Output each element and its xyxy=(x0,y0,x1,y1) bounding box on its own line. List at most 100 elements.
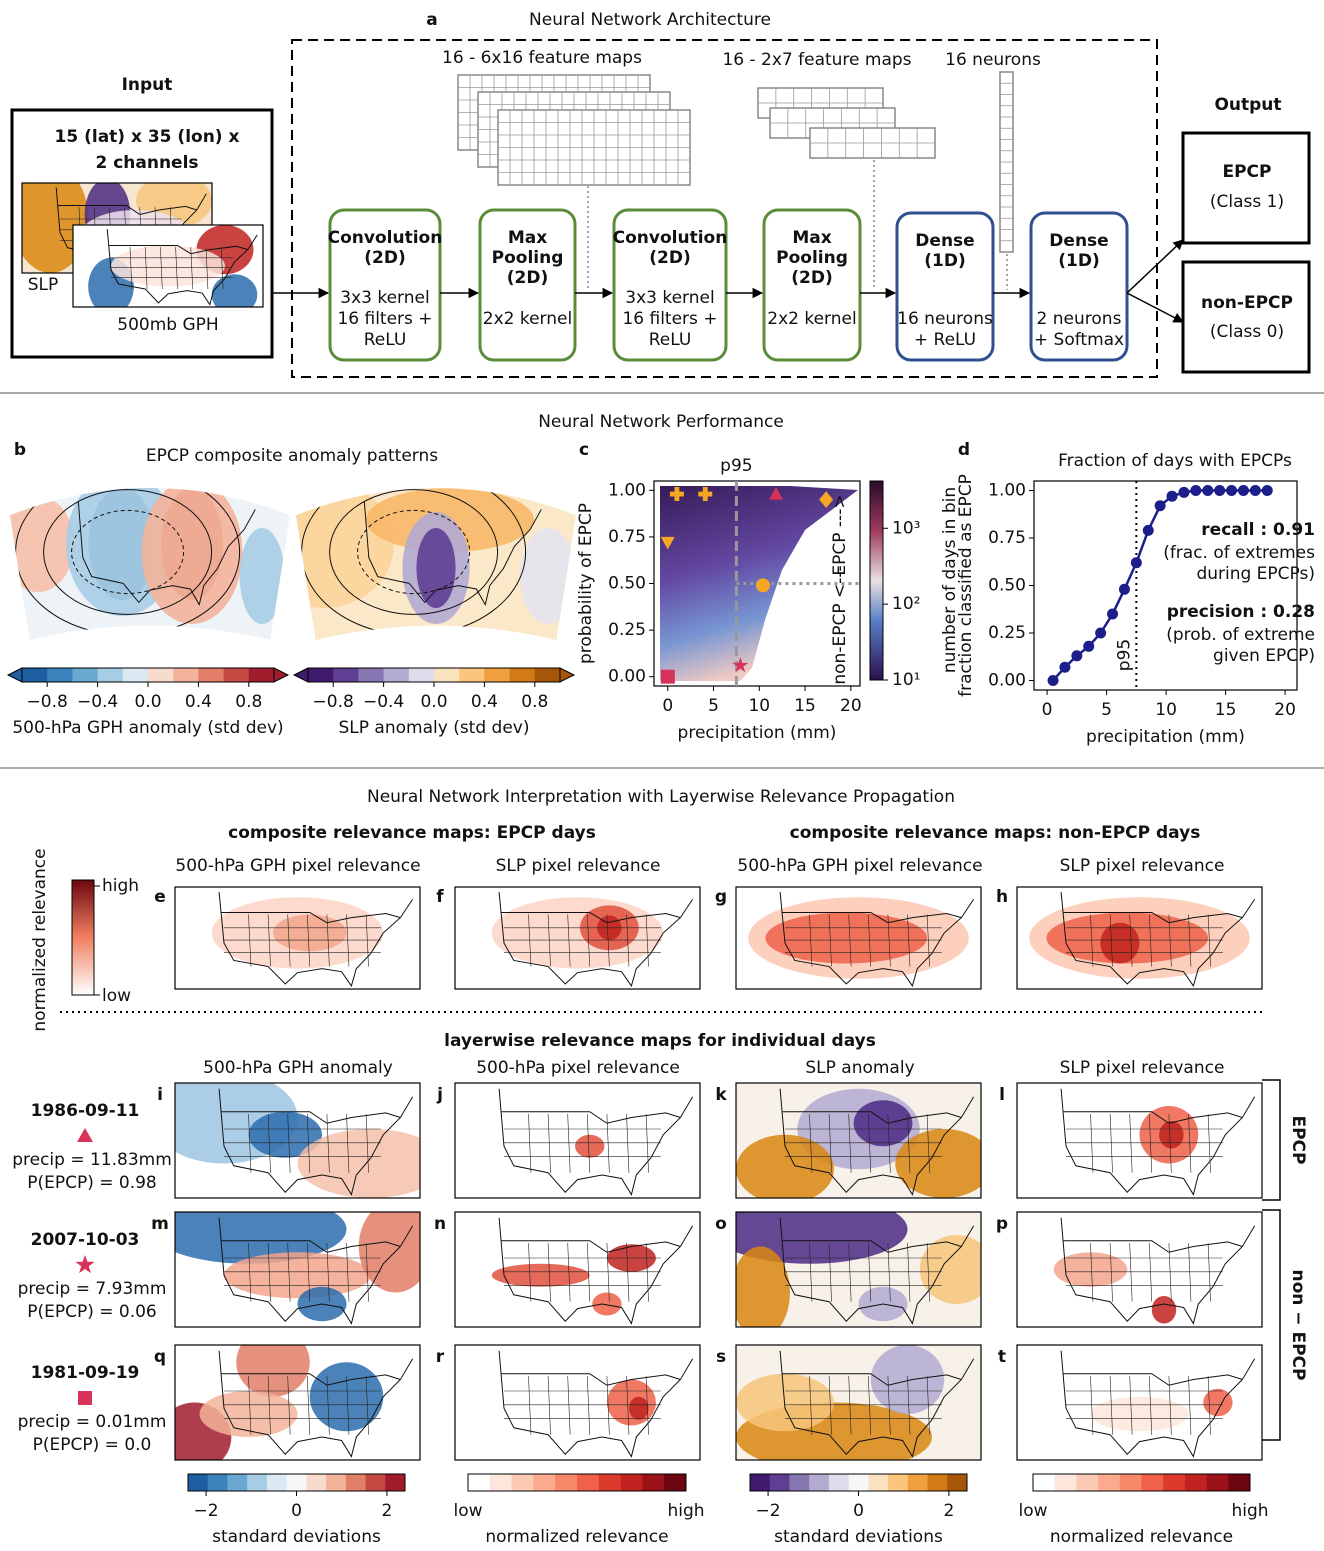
colorbar-segment xyxy=(247,1474,268,1491)
state-line xyxy=(528,1114,532,1173)
label: non-EPCP xyxy=(1201,293,1293,313)
state-line xyxy=(248,1243,252,1302)
point xyxy=(1237,485,1249,496)
map xyxy=(1017,1083,1262,1198)
y-tick-label: 0.00 xyxy=(608,667,646,687)
state-line xyxy=(926,1376,930,1435)
tick-label: 0.0 xyxy=(420,692,447,712)
x-tick-label: 20 xyxy=(1274,700,1296,720)
annotation: (frac. of extremes xyxy=(1163,543,1315,563)
layer-box xyxy=(612,208,728,362)
panel-letter: t xyxy=(998,1347,1006,1367)
group-bracket xyxy=(1262,1079,1281,1201)
colorbar-segment xyxy=(22,668,48,682)
state-line xyxy=(567,914,571,967)
state-line xyxy=(287,1376,291,1435)
state-line xyxy=(1090,1243,1094,1302)
colorbar-segment xyxy=(286,1474,307,1491)
map xyxy=(175,1345,420,1460)
coastline xyxy=(1060,892,1256,988)
colorbar-extend xyxy=(6,667,23,683)
state-line xyxy=(528,914,532,967)
panel-letter: f xyxy=(436,887,444,907)
state-line xyxy=(907,1243,911,1302)
panel-letter: b xyxy=(14,440,26,460)
map-field xyxy=(1100,922,1140,964)
legend-title: normalized relevance xyxy=(30,848,50,1031)
label: EPCP xyxy=(1288,1115,1308,1164)
axis-label: standard deviations xyxy=(774,1527,943,1547)
label: 16 filters + xyxy=(622,309,717,329)
label: low xyxy=(102,986,131,1006)
panel-letter: c xyxy=(579,440,589,460)
label: precip = 11.83mm xyxy=(12,1150,172,1170)
x-tick-label: 10 xyxy=(1155,700,1177,720)
map-field xyxy=(248,1111,322,1158)
state-line xyxy=(267,1243,271,1302)
panel-letter: d xyxy=(958,440,970,460)
label: Pooling xyxy=(492,248,564,268)
state-line xyxy=(1109,914,1113,967)
map-field xyxy=(10,496,75,592)
coastline xyxy=(498,1088,694,1196)
map-field xyxy=(358,1212,420,1293)
state-line xyxy=(547,914,551,967)
colorbar-segment xyxy=(345,1474,366,1491)
state-line xyxy=(129,247,133,289)
state-line xyxy=(287,914,291,967)
state-line xyxy=(587,1243,591,1302)
map-field xyxy=(853,1100,913,1147)
map-frame xyxy=(1016,1082,1263,1199)
label: Dense xyxy=(1049,231,1108,251)
border xyxy=(1063,1373,1243,1386)
state-line xyxy=(645,1243,649,1302)
coastline xyxy=(1060,1088,1256,1196)
state-line xyxy=(1109,1376,1113,1435)
label: EPCP composite anomaly patterns xyxy=(146,446,438,466)
y-tick-label: 0.00 xyxy=(988,671,1026,691)
map-frame xyxy=(454,886,701,990)
state-line xyxy=(809,1376,813,1435)
map-frame xyxy=(174,886,421,990)
state-line xyxy=(1207,1114,1211,1173)
colorbar-segment xyxy=(306,1474,327,1491)
legend-bar xyxy=(71,879,95,996)
coastline xyxy=(218,892,414,988)
state-line xyxy=(828,914,832,967)
map xyxy=(455,1212,700,1327)
colorbar-segment xyxy=(1141,1474,1164,1491)
border xyxy=(109,245,248,255)
point xyxy=(1047,675,1059,686)
panel-letter: h xyxy=(996,887,1008,907)
tick-label: 0.8 xyxy=(235,692,262,712)
coastline xyxy=(1060,1350,1256,1458)
x-tick-label: 0 xyxy=(1042,700,1053,720)
tick-label: high xyxy=(667,1501,704,1521)
border xyxy=(782,1373,962,1386)
row-marker xyxy=(75,1255,95,1274)
highlight-point xyxy=(669,487,684,502)
label: SLP pixel relevance xyxy=(1060,856,1225,876)
state-line xyxy=(1188,1243,1192,1302)
state-line xyxy=(346,914,350,967)
state-line xyxy=(365,1114,369,1173)
label: SLP anomaly xyxy=(805,1058,914,1078)
output-box xyxy=(1181,260,1311,374)
colorbar-segment xyxy=(207,1474,228,1491)
state-line xyxy=(1207,914,1211,967)
state-line xyxy=(907,914,911,967)
colorbar-segment xyxy=(1033,1474,1055,1491)
label: 2007-10-03 xyxy=(31,1230,140,1250)
map-field xyxy=(297,1129,420,1198)
coastline xyxy=(498,892,694,988)
state-line xyxy=(809,1243,813,1302)
state-line xyxy=(307,1114,311,1173)
state-line xyxy=(828,1114,832,1173)
contour xyxy=(357,509,471,595)
label: non − EPCP xyxy=(1288,1270,1308,1381)
colorbar-segment xyxy=(809,1474,830,1491)
label: 500-hPa GPH anomaly xyxy=(203,1058,393,1078)
label: P(EPCP) = 0.06 xyxy=(27,1302,157,1322)
label: + Softmax xyxy=(1034,330,1124,350)
tick-label: 0.4 xyxy=(471,692,498,712)
